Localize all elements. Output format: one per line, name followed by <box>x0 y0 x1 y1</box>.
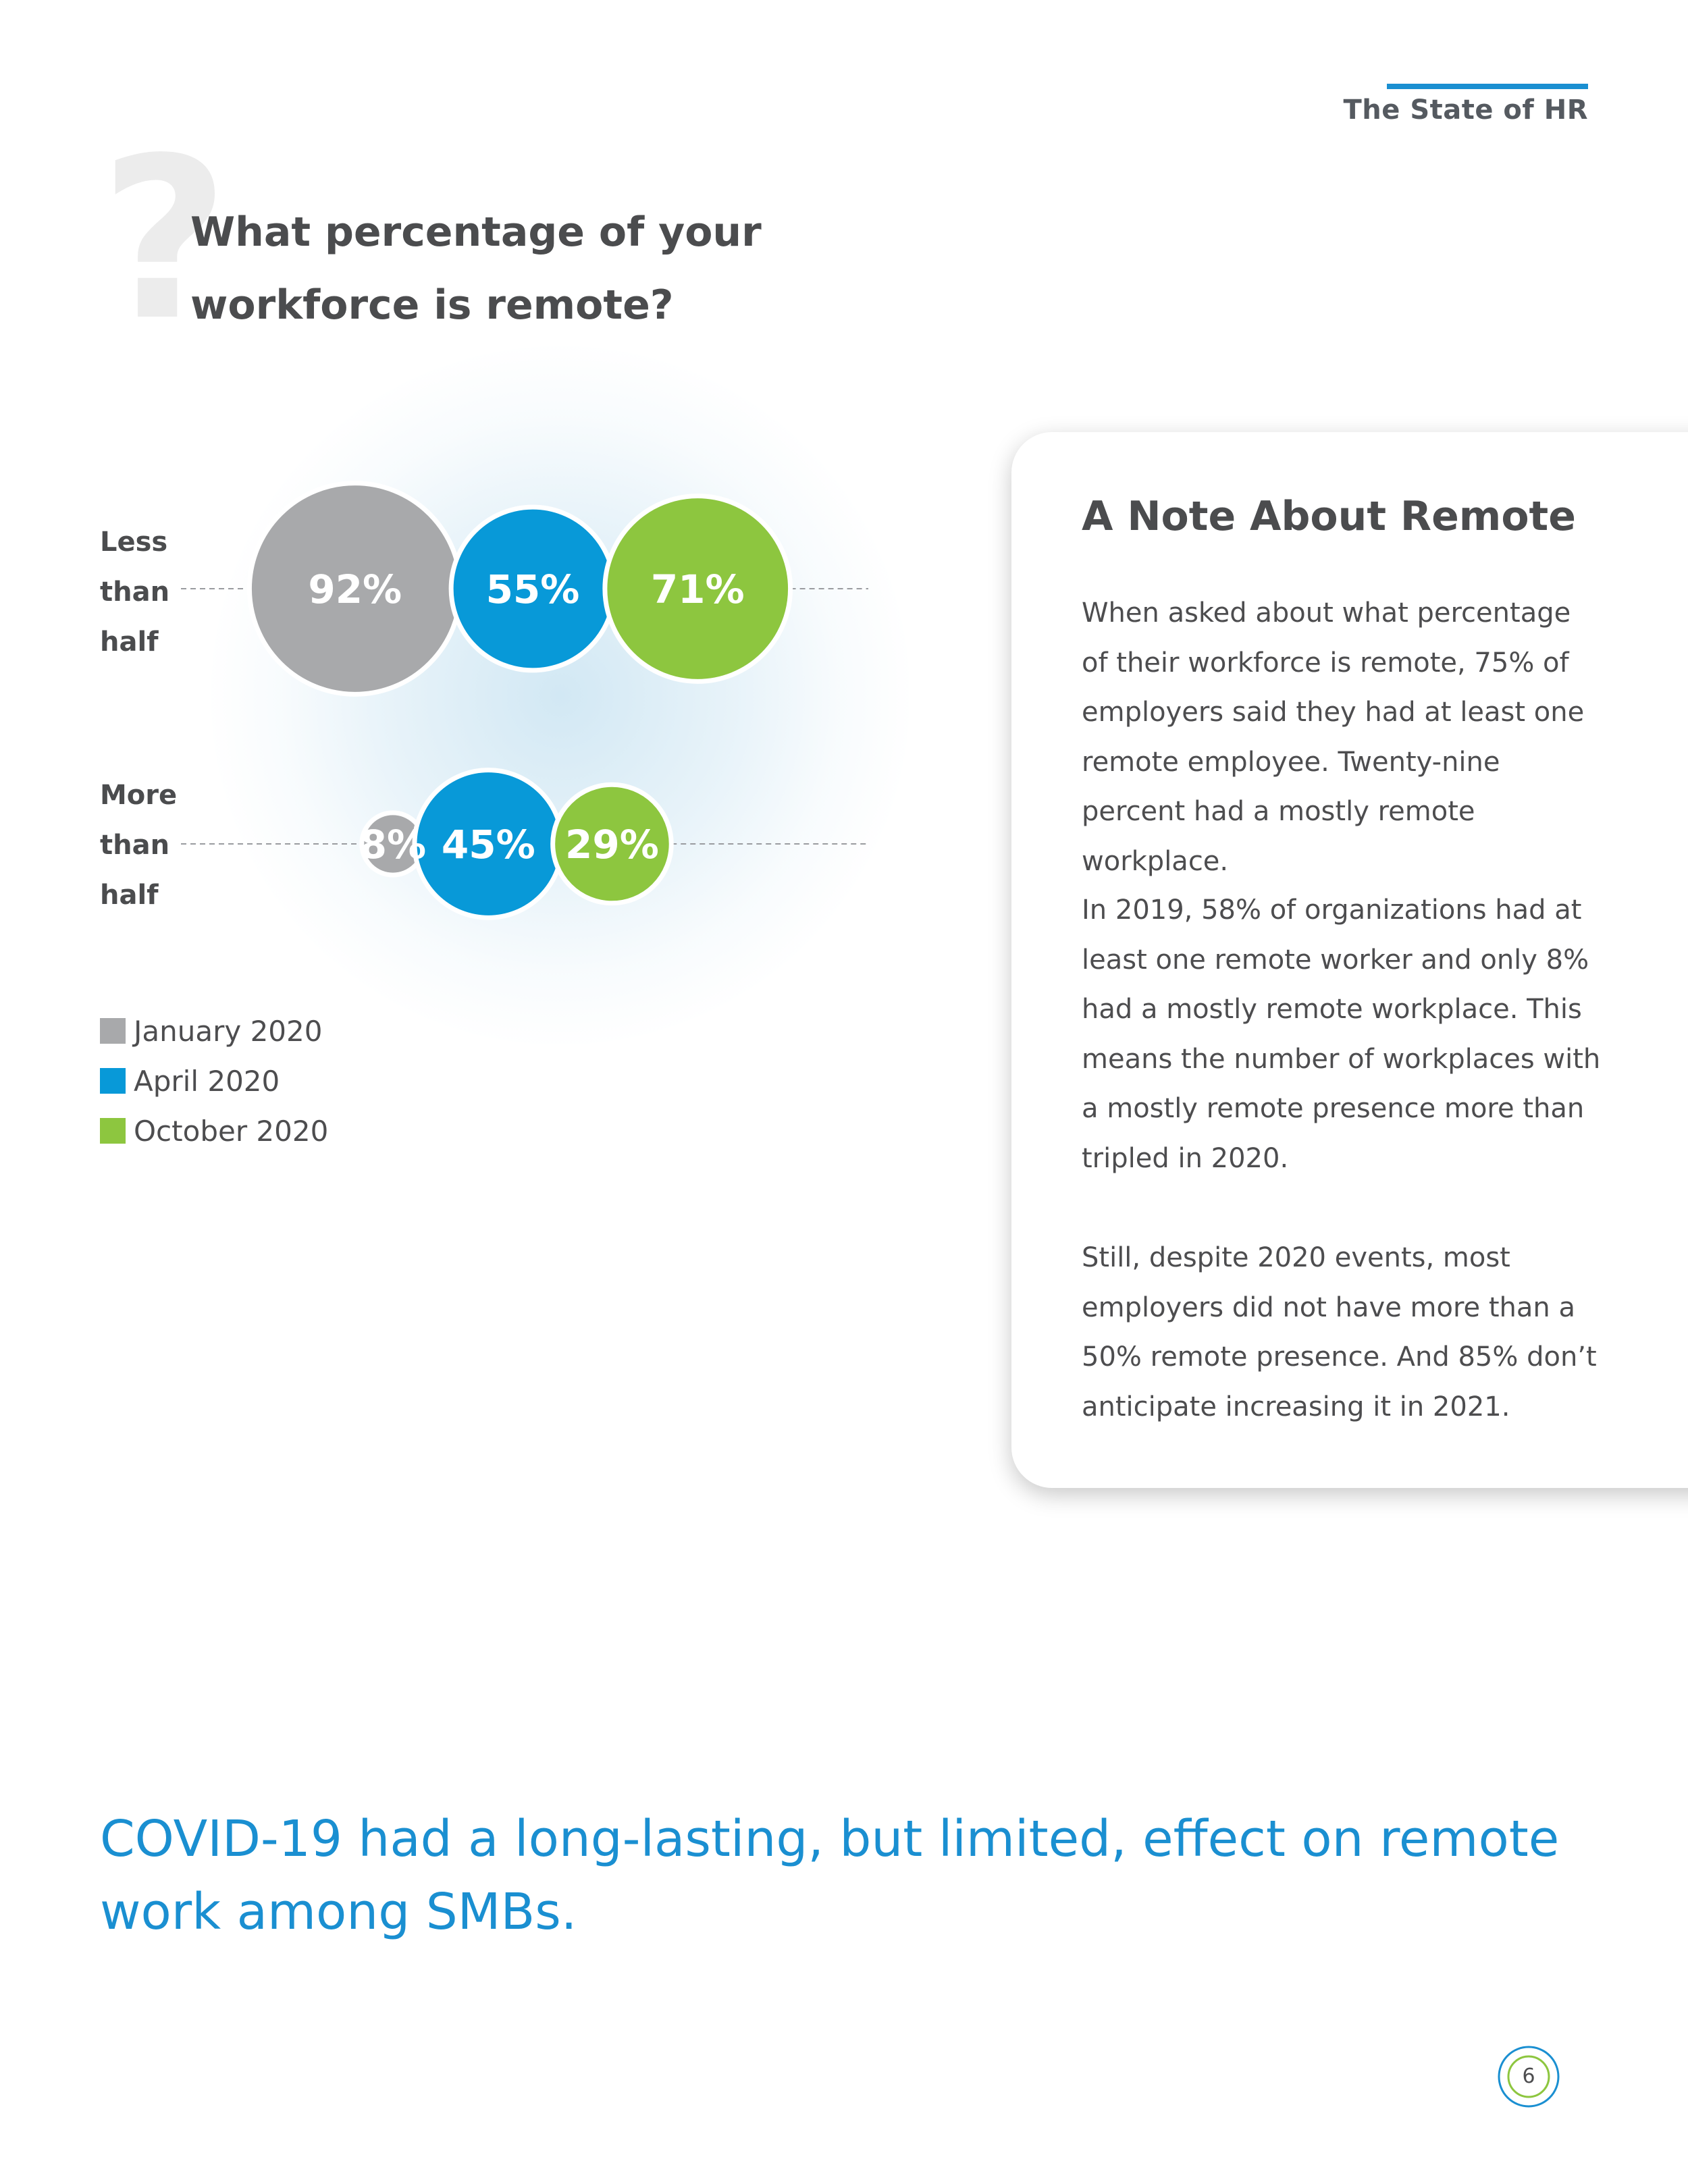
row-label-line: Less <box>100 527 168 558</box>
row-label-more-than-half: More than half <box>100 770 181 920</box>
key-takeaway: COVID-19 had a long-lasting, but limited… <box>100 1810 1560 1941</box>
report-title: The State of HR <box>1343 95 1588 126</box>
bubble-value-label: 92% <box>308 566 402 612</box>
bubble-value-label: 55% <box>486 566 580 612</box>
note-paragraph: Still, despite 2020 events, most employe… <box>1082 1242 1597 1422</box>
bubble-value-label: 29% <box>565 822 659 868</box>
row-label-line: half <box>100 627 159 658</box>
bubble-value-label: 8% <box>360 822 426 868</box>
row-label-line: than <box>100 830 170 861</box>
legend-swatch <box>100 1068 126 1094</box>
page-number: 6 <box>1522 2065 1535 2088</box>
row-label-line: More <box>100 780 178 811</box>
page-ring-icon <box>1498 2046 1560 2108</box>
chart-legend: January 2020 April 2020 October 2020 <box>100 1006 328 1156</box>
header-rule <box>1387 84 1588 89</box>
legend-item-january-2020: January 2020 <box>100 1006 328 1056</box>
question-heading: What percentage of your workforce is rem… <box>190 209 762 329</box>
note-title: A Note About Remote <box>1082 493 1576 540</box>
legend-swatch <box>100 1118 126 1144</box>
note-paragraph: In 2019, 58% of organizations had at lea… <box>1082 895 1601 1174</box>
bubble-value-label: 45% <box>442 822 535 868</box>
legend-label: April 2020 <box>134 1064 280 1098</box>
row-label-line: half <box>100 880 159 911</box>
row-label-line: than <box>100 577 170 608</box>
legend-item-october-2020: October 2020 <box>100 1106 328 1156</box>
bubble-october-2020-less-than-half <box>602 494 793 684</box>
note-paragraph: When asked about what percentage of thei… <box>1082 597 1585 877</box>
legend-label: October 2020 <box>134 1114 329 1148</box>
legend-swatch <box>100 1018 126 1044</box>
bubble-chart: 92% 55% 71% 8% 45% 29% <box>181 481 868 920</box>
row-label-less-than-half: Less than half <box>100 517 181 667</box>
chart-glow-background <box>203 338 918 1053</box>
bubble-value-label: 71% <box>651 566 745 612</box>
page-number-badge: 6 <box>1495 2043 1562 2110</box>
legend-label: January 2020 <box>134 1014 323 1048</box>
bubble-october-2020-more-than-half <box>550 782 674 906</box>
legend-item-april-2020: April 2020 <box>100 1056 328 1106</box>
question-mark-icon: ? <box>100 110 230 369</box>
note-card: A Note About Remote When asked about wha… <box>1011 432 1688 1488</box>
